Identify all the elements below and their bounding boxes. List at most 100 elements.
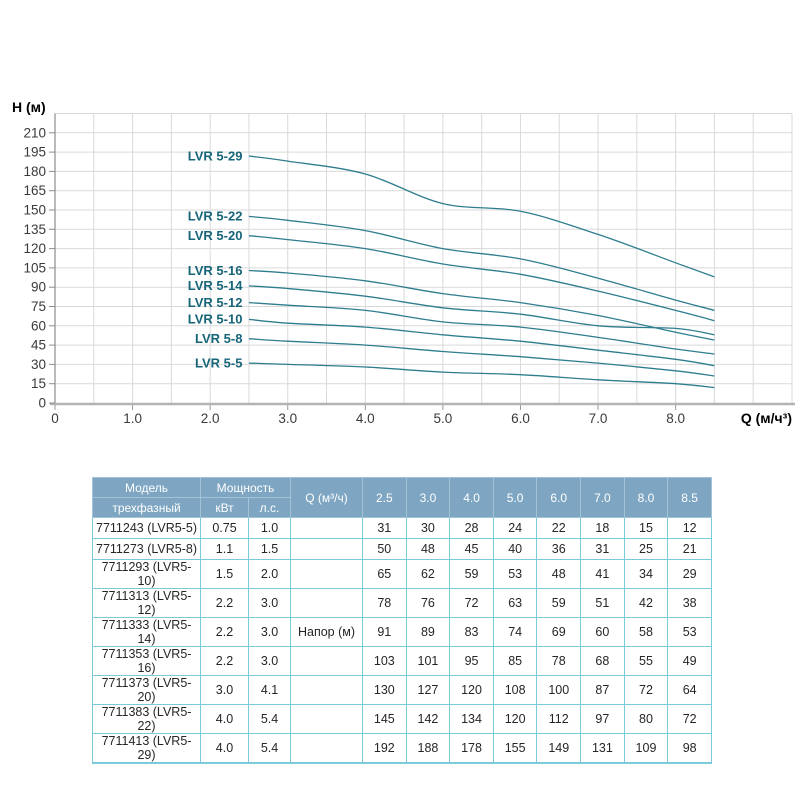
head-value-cell: 72 — [623, 675, 669, 705]
kw-cell: 3.0 — [200, 675, 249, 705]
model-cell: 7711313 (LVR5-12) — [92, 588, 201, 618]
head-value-cell: 29 — [667, 559, 712, 589]
head-unit-cell — [290, 733, 364, 764]
head-value-cell: 22 — [536, 517, 582, 539]
kw-cell: 0.75 — [200, 517, 249, 539]
head-value-cell: 131 — [580, 733, 625, 764]
model-cell: 7711383 (LVR5-22) — [92, 704, 201, 734]
head-unit-cell — [290, 588, 364, 618]
head-value-cell: 83 — [449, 617, 494, 647]
curve-lvr-5-14 — [248, 285, 715, 336]
y-tick-label: 165 — [23, 183, 46, 198]
head-value-cell: 42 — [623, 588, 669, 618]
head-value-cell: 31 — [580, 538, 625, 560]
head-value-cell: 48 — [536, 559, 582, 589]
y-tick-label: 135 — [23, 222, 46, 237]
head-value-cell: 55 — [623, 646, 669, 676]
head-value-cell: 51 — [580, 588, 625, 618]
head-value-cell: 31 — [362, 517, 407, 539]
head-value-cell: 34 — [623, 559, 669, 589]
table-row: 7711333 (LVR5-14) 2.2 3.0 Напор (м) 91 89 83 74… — [92, 617, 712, 647]
col-header-flow-8.0: 8.0 — [623, 477, 669, 518]
head-value-cell: 127 — [405, 675, 451, 705]
kw-cell: 2.2 — [200, 646, 249, 676]
head-value-cell: 109 — [623, 733, 669, 764]
curve-lvr-5-8 — [248, 338, 715, 377]
head-value-cell: 40 — [492, 538, 538, 560]
head-value-cell: 76 — [405, 588, 451, 618]
col-header-phase: трехфазный — [92, 497, 201, 518]
table-row: 7711373 (LVR5-20) 3.0 4.1 130 127 120 108 100 87… — [92, 675, 712, 705]
y-tick-label: 120 — [23, 241, 46, 256]
y-tick-label: 105 — [23, 260, 46, 275]
head-value-cell: 91 — [362, 617, 407, 647]
curve-label: LVR 5-5 — [195, 355, 242, 370]
head-value-cell: 178 — [449, 733, 494, 764]
head-value-cell: 25 — [623, 538, 669, 560]
head-value-cell: 45 — [449, 538, 494, 560]
head-unit-cell — [290, 517, 364, 539]
y-tick-label: 60 — [31, 318, 46, 333]
curve-lvr-5-5 — [248, 362, 715, 389]
head-unit-cell — [290, 559, 364, 589]
head-value-cell: 24 — [492, 517, 538, 539]
table-row: 7711293 (LVR5-10) 1.5 2.0 65 62 59 53 48 41 34 29 — [92, 559, 712, 589]
pump-performance-page: 0 15 30 45 60 75 90 105 120 135 150 165 180 195 210 0 1.… — [12, 99, 795, 764]
hp-cell: 2.0 — [247, 559, 292, 589]
curve-label: LVR 5-14 — [188, 278, 243, 293]
model-cell: 7711373 (LVR5-20) — [92, 675, 201, 705]
head-value-cell: 69 — [536, 617, 582, 647]
x-axis-title: Q (м/ч³) — [741, 410, 792, 426]
head-value-cell: 59 — [536, 588, 582, 618]
head-unit-cell — [290, 704, 364, 734]
head-value-cell: 68 — [580, 646, 625, 676]
y-tick-label: 30 — [31, 357, 46, 372]
hp-cell: 4.1 — [247, 675, 292, 705]
head-value-cell: 89 — [405, 617, 451, 647]
head-value-cell: 21 — [667, 538, 712, 560]
head-value-cell: 63 — [492, 588, 538, 618]
col-header-hp: л.с. — [247, 497, 292, 518]
head-value-cell: 103 — [362, 646, 407, 676]
col-header-model: Модель — [92, 477, 201, 498]
hp-cell: 3.0 — [247, 617, 292, 647]
curve-label: LVR 5-20 — [188, 228, 243, 243]
pump-curves — [248, 155, 715, 389]
hp-cell: 1.5 — [247, 538, 292, 560]
x-tick-label: 0 — [51, 411, 59, 426]
hp-cell: 5.4 — [247, 733, 292, 764]
head-value-cell: 15 — [623, 517, 669, 539]
kw-cell: 1.5 — [200, 559, 249, 589]
model-cell: 7711243 (LVR5-5) — [92, 517, 201, 539]
col-header-flow-3.0: 3.0 — [405, 477, 451, 518]
header-row-sub: трехфазный кВт л.с. — [92, 497, 712, 518]
head-value-cell: 72 — [667, 704, 712, 734]
x-tick-label: 5.0 — [434, 411, 453, 426]
table-row: 7711383 (LVR5-22) 4.0 5.4 145 142 134 120 112 97… — [92, 704, 712, 734]
col-header-flow-6.0: 6.0 — [536, 477, 582, 518]
table-row: 7711243 (LVR5-5) 0.75 1.0 31 30 28 24 22 18 15 12 — [92, 517, 712, 539]
y-tick-label: 0 — [38, 396, 46, 411]
head-value-cell: 100 — [536, 675, 582, 705]
curve-label: LVR 5-8 — [195, 331, 242, 346]
head-value-cell: 130 — [362, 675, 407, 705]
y-tick-label: 150 — [23, 203, 46, 218]
col-header-power: Мощность — [199, 477, 292, 498]
table-row: 7711313 (LVR5-12) 2.2 3.0 78 76 72 63 59 51 42 38 — [92, 588, 712, 618]
x-tick-label: 6.0 — [511, 411, 530, 426]
table-row: 7711273 (LVR5-8) 1.1 1.5 50 48 45 40 36 31 25 21 — [92, 538, 712, 560]
head-value-cell: 18 — [580, 517, 625, 539]
hp-cell: 5.4 — [247, 704, 292, 734]
curve-lvr-5-22 — [248, 215, 715, 312]
head-value-cell: 28 — [449, 517, 494, 539]
performance-chart: 0 15 30 45 60 75 90 105 120 135 150 165 180 195 210 0 1.… — [12, 99, 795, 426]
head-value-cell: 97 — [580, 704, 625, 734]
head-unit-cell — [290, 538, 364, 560]
y-tick-label: 45 — [31, 338, 46, 353]
col-header-flow-4.0: 4.0 — [449, 477, 494, 518]
col-header-flow-8.5: 8.5 — [667, 477, 712, 518]
curve-label: LVR 5-22 — [188, 209, 243, 224]
table-row: 7711353 (LVR5-16) 2.2 3.0 103 101 95 85 78 68 55 4… — [92, 646, 712, 676]
y-tick-label: 180 — [23, 164, 46, 179]
